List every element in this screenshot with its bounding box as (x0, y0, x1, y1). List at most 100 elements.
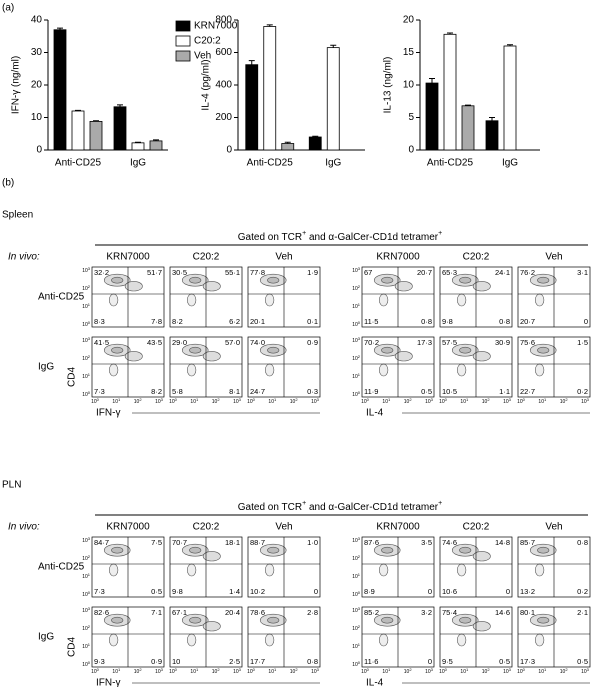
text-part: 10 (352, 268, 358, 274)
x-tick-label: 101 (190, 667, 199, 675)
contour (472, 621, 491, 632)
text-part: 2 (409, 397, 412, 402)
quadrant-value: 0·5 (421, 387, 432, 396)
y-tick-label: 0 (226, 145, 232, 156)
contour (267, 616, 280, 624)
text-part: 2 (487, 397, 490, 402)
text-part: 10 (82, 608, 88, 614)
quadrant-value: 7·3 (94, 387, 105, 396)
quadrant-value: 0·8 (577, 538, 588, 547)
y-tick-label: 600 (215, 47, 232, 58)
x-tick-label: 100 (439, 667, 448, 675)
contour (186, 563, 197, 577)
quadrant-value: 41·5 (94, 338, 109, 347)
contour (534, 293, 545, 307)
text-part: 3 (317, 397, 320, 402)
x-axis-label: IL-4 (366, 678, 384, 687)
quadrant-value: 0 (314, 587, 318, 596)
text-part: 2 (487, 667, 490, 672)
y-tick-label: 103 (352, 336, 361, 344)
text-part: 2 (88, 554, 91, 559)
x-tick-label: 102 (404, 397, 413, 405)
text-part: 10 (425, 399, 431, 405)
text-part: 10 (482, 669, 488, 675)
bar (149, 140, 163, 151)
x-tick-label: 102 (560, 667, 569, 675)
quadrant-value: 18·1 (225, 538, 240, 547)
x-tick-label: IgG (325, 158, 341, 169)
text-part: 10 (82, 626, 88, 632)
group-label: KRN7000 (376, 252, 420, 263)
x-tick-label: 101 (382, 397, 391, 405)
text-part: 10 (91, 669, 97, 675)
y-tick-label: 400 (215, 80, 232, 91)
text-part: 1 (118, 667, 121, 672)
text-part: 3 (88, 266, 91, 271)
contour (472, 551, 491, 562)
text-part: 10 (352, 662, 358, 668)
quadrant-value: 2·5 (229, 657, 240, 666)
contour (124, 351, 143, 362)
x-tick-label: 101 (268, 397, 277, 405)
error-bar (429, 78, 435, 84)
y-tick-label: 100 (352, 660, 361, 668)
text-part: 10 (352, 574, 358, 580)
x-tick-label: 103 (155, 397, 164, 405)
text-part: 0 (358, 390, 361, 395)
y-tick-label: 103 (82, 336, 91, 344)
quadrant-value: 76·2 (520, 268, 535, 277)
y-tick-label: 103 (82, 606, 91, 614)
x-tick-label: 101 (382, 667, 391, 675)
x-axis-label: IFN-γ (96, 408, 120, 419)
y-tick-label: 10 (31, 112, 43, 123)
contour (186, 293, 197, 307)
text-part: 0 (175, 397, 178, 402)
contour (202, 351, 221, 362)
quadrant-value: 10·5 (442, 387, 457, 396)
row-label: IgG (38, 632, 54, 643)
text-part: 10 (82, 322, 88, 328)
y-tick-label: 10 (403, 80, 415, 91)
text-part: 1 (466, 667, 469, 672)
y-tick-label: 101 (82, 372, 91, 380)
error-bar (447, 32, 453, 35)
text-part: 2 (88, 284, 91, 289)
text-part: 10 (352, 608, 358, 614)
quadrant-value: 14·8 (495, 538, 510, 547)
text-part: 10 (560, 399, 566, 405)
x-tick-label: 102 (134, 667, 143, 675)
quadrant-value: 78·6 (250, 608, 265, 617)
text-part: 10 (352, 644, 358, 650)
text-part: 2 (565, 397, 568, 402)
contour (534, 563, 545, 577)
text-part: 10 (352, 592, 358, 598)
y-tick-label: 800 (215, 15, 232, 26)
text-part: 3 (88, 336, 91, 341)
section-name: Spleen (2, 210, 33, 221)
text-part: 3 (239, 397, 242, 402)
contour (108, 293, 119, 307)
text-part: 10 (169, 399, 175, 405)
quadrant-value: 10·2 (250, 587, 265, 596)
quadrant-value: 7·1 (151, 608, 162, 617)
quadrant-value: 74·6 (442, 538, 457, 547)
quadrant-value: 32·2 (94, 268, 109, 277)
y-tick-label: 100 (352, 590, 361, 598)
text-part: 10 (538, 399, 544, 405)
legend-swatch (175, 50, 191, 62)
quadrant-value: 0·3 (307, 387, 318, 396)
contour (456, 363, 467, 377)
quadrant-value: 5·8 (172, 387, 183, 396)
quadrant-value: 0 (584, 317, 588, 326)
text-part: 10 (361, 399, 367, 405)
error-bar (330, 44, 337, 48)
text-part: 3 (88, 536, 91, 541)
text-part: 3 (161, 667, 164, 672)
quadrant-value: 17·3 (520, 657, 535, 666)
x-tick-label: 102 (290, 397, 299, 405)
text-part: 10 (460, 669, 466, 675)
contour (186, 633, 197, 647)
contour (111, 346, 124, 354)
x-tick-label: 102 (404, 667, 413, 675)
quadrant-value: 7·5 (151, 538, 162, 547)
